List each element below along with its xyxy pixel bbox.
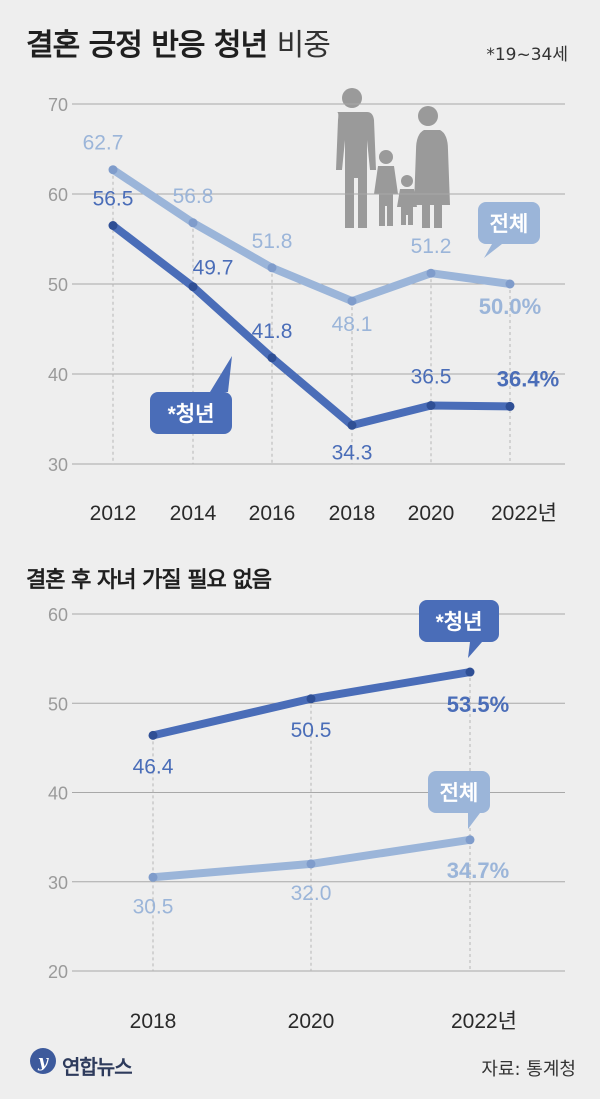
data-label: 50.0% bbox=[479, 294, 541, 319]
data-label: 48.1 bbox=[332, 313, 373, 336]
data-point bbox=[465, 667, 475, 677]
chart2-title: 결혼 후 자녀 가질 필요 없음 bbox=[26, 568, 272, 593]
data-label: 32.0 bbox=[291, 882, 332, 905]
data-label: 30.5 bbox=[133, 895, 174, 918]
svg-text:y: y bbox=[37, 1052, 49, 1072]
data-label: 46.4 bbox=[133, 755, 174, 778]
family-silhouette-icon bbox=[336, 88, 450, 228]
data-point bbox=[108, 221, 118, 230]
data-point bbox=[267, 263, 277, 273]
data-label: 56.5 bbox=[93, 188, 134, 211]
x-tick-label: 2022년 bbox=[491, 502, 557, 525]
y-tick-label: 70 bbox=[48, 95, 68, 115]
legend-label: 전체 bbox=[440, 782, 479, 805]
y-tick-label: 40 bbox=[48, 365, 68, 385]
data-point bbox=[505, 279, 515, 289]
source-text: 자료: 통계청 bbox=[481, 1059, 576, 1080]
legend-label: *청년 bbox=[436, 611, 483, 634]
data-point bbox=[108, 165, 118, 175]
legend-callout bbox=[428, 771, 490, 813]
title-bold: 결혼 긍정 반응 청년 bbox=[26, 28, 268, 63]
legend-callout-tail bbox=[468, 642, 482, 658]
data-label: 49.7 bbox=[193, 257, 234, 280]
data-point bbox=[188, 218, 198, 228]
y-tick-label: 30 bbox=[48, 455, 68, 475]
x-tick-label: 2020 bbox=[288, 1010, 335, 1033]
data-point bbox=[465, 835, 475, 845]
x-tick-label: 2018 bbox=[130, 1010, 177, 1033]
legend-callout-tail bbox=[484, 244, 502, 258]
data-point bbox=[426, 401, 436, 410]
data-label: 56.8 bbox=[173, 185, 214, 208]
logo-text: 연합뉴스 bbox=[62, 1055, 133, 1079]
x-tick-label: 2018 bbox=[329, 502, 376, 525]
x-tick-label: 2016 bbox=[249, 502, 296, 525]
x-tick-label: 2012 bbox=[90, 502, 137, 525]
page-title: 결혼 긍정 반응 청년 비중 bbox=[26, 20, 331, 64]
y-tick-label: 20 bbox=[48, 962, 68, 982]
series-line bbox=[109, 221, 514, 430]
data-point bbox=[306, 694, 316, 704]
series-line bbox=[109, 165, 514, 306]
data-label: 50.5 bbox=[291, 719, 332, 742]
data-label: 34.3 bbox=[332, 441, 373, 464]
legend-callout bbox=[150, 392, 232, 434]
data-label: 36.5 bbox=[411, 366, 452, 389]
data-point bbox=[188, 282, 198, 292]
data-label: 34.7% bbox=[447, 858, 509, 883]
legend-label: *청년 bbox=[168, 403, 215, 426]
legend-callout bbox=[478, 202, 540, 244]
data-point bbox=[347, 296, 357, 306]
y-tick-label: 60 bbox=[48, 185, 68, 205]
data-point bbox=[426, 268, 436, 278]
legend-callout bbox=[419, 600, 499, 642]
data-label: 53.5% bbox=[447, 692, 509, 717]
data-point bbox=[267, 353, 277, 363]
x-tick-label: 2020 bbox=[408, 502, 455, 525]
data-label: 36.4% bbox=[497, 366, 559, 391]
x-tick-label: 2014 bbox=[170, 502, 217, 525]
data-point bbox=[148, 872, 158, 882]
data-label: 62.7 bbox=[83, 132, 124, 155]
data-label: 51.2 bbox=[411, 235, 452, 258]
data-label: 51.8 bbox=[252, 230, 293, 253]
y-tick-label: 50 bbox=[48, 275, 68, 295]
y-tick-label: 60 bbox=[48, 605, 68, 625]
data-label: 41.8 bbox=[252, 320, 293, 343]
data-point bbox=[505, 401, 515, 411]
data-point bbox=[306, 859, 316, 869]
x-tick-label: 2022년 bbox=[451, 1010, 517, 1033]
title-light: 비중 bbox=[276, 28, 331, 63]
chart-marriage-positive: 30 40 50 60 70 2012 2014 2016 2018 2020 2022년 62.7 5… bbox=[48, 88, 565, 525]
age-note: *19~34세 bbox=[486, 45, 568, 65]
legend-label: 전체 bbox=[490, 213, 529, 236]
legend-callout-tail bbox=[210, 356, 232, 392]
y-tick-label: 30 bbox=[48, 873, 68, 893]
legend-callout-tail bbox=[468, 813, 480, 829]
yonhap-logo-icon: y bbox=[30, 1048, 56, 1074]
data-point bbox=[148, 730, 158, 740]
y-tick-label: 40 bbox=[48, 784, 68, 804]
data-point bbox=[347, 420, 357, 430]
y-tick-label: 50 bbox=[48, 694, 68, 714]
